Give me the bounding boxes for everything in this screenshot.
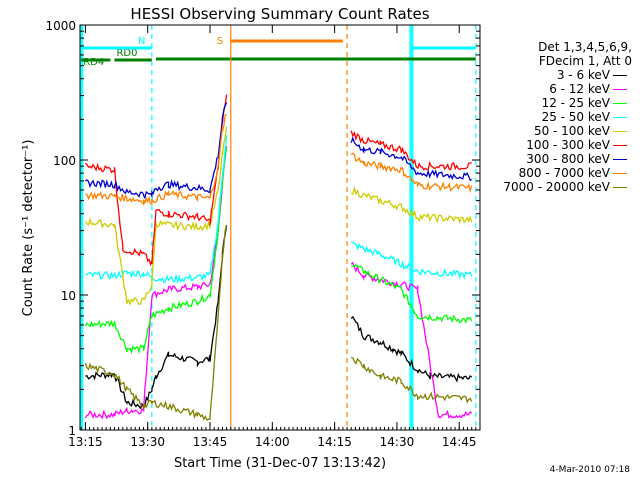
legend-item: 12 - 25 keV (480, 96, 630, 110)
event-marker-label: N (138, 36, 145, 47)
legend-item-label: 300 - 800 keV (526, 152, 610, 166)
y-tick-label: 100 (53, 154, 76, 168)
legend-item-swatch (613, 117, 627, 118)
legend-item: 300 - 800 keV (480, 152, 630, 166)
legend-item-label: 100 - 300 keV (526, 138, 610, 152)
series-line (350, 152, 473, 194)
series-line (84, 126, 228, 306)
legend-item-swatch (613, 89, 627, 90)
y-tick-label: 10 (61, 289, 76, 303)
series-line (351, 241, 473, 281)
series-line (85, 113, 227, 206)
x-tick-label: 13:45 (193, 435, 228, 449)
series-line (84, 147, 228, 355)
series-line (84, 224, 228, 421)
series-line (85, 102, 228, 200)
x-axis-label: Start Time (31-Dec-07 13:13:42) (174, 456, 386, 471)
series-line (85, 224, 228, 410)
series-line (84, 146, 228, 420)
legend-item-swatch (613, 173, 627, 174)
legend-item: 50 - 100 keV (480, 124, 630, 138)
legend-item: 800 - 7000 keV (480, 166, 630, 180)
y-tick-label: 1000 (45, 19, 76, 33)
y-axis-label: Count Rate (s⁻¹ detector⁻¹) (21, 140, 36, 317)
legend-item: 100 - 300 keV (480, 138, 630, 152)
x-tick-label: 13:30 (130, 435, 165, 449)
legend-item-swatch (613, 159, 627, 160)
series-line (350, 263, 473, 324)
flag-bar-label: RD4 (83, 57, 104, 68)
series-line (85, 135, 228, 285)
x-tick-label: 14:15 (317, 435, 352, 449)
legend-header-line-1: Det 1,3,4,5,6,9, (538, 40, 632, 54)
flag-bar-label: RD0 (116, 48, 137, 59)
y-tick-label: 1 (68, 424, 76, 438)
series-line (350, 130, 472, 171)
legend-item-label: 7000 - 20000 keV (503, 180, 610, 194)
series-line (350, 185, 473, 225)
chart-title: HESSI Observing Summary Count Rates (130, 5, 429, 23)
legend-item-label: 12 - 25 keV (541, 96, 610, 110)
event-marker-label: S (217, 36, 223, 47)
legend-header-line-2: FDecim 1, Att 0 (538, 54, 632, 68)
legend-item-label: 800 - 7000 keV (518, 166, 610, 180)
series-line (351, 357, 473, 404)
legend-item-swatch (613, 75, 627, 76)
series-line (84, 94, 228, 267)
legend-item-swatch (613, 131, 627, 132)
legend-item-swatch (613, 103, 627, 104)
x-tick-label: 14:45 (442, 435, 477, 449)
shaded-interval (409, 25, 414, 430)
legend-item-label: 50 - 100 keV (533, 124, 610, 138)
x-tick-label: 14:30 (380, 435, 415, 449)
legend-item: 3 - 6 keV (480, 68, 630, 82)
legend-item: 6 - 12 keV (480, 82, 630, 96)
legend-item-label: 3 - 6 keV (556, 68, 610, 82)
x-tick-label: 14:00 (255, 435, 290, 449)
legend-item-label: 25 - 50 keV (541, 110, 610, 124)
legend-item-label: 6 - 12 keV (549, 82, 610, 96)
plot-frame (79, 24, 481, 431)
series-line (350, 136, 473, 182)
shaded-interval (80, 25, 84, 430)
legend-item-swatch (613, 145, 627, 146)
legend-item-swatch (613, 187, 627, 188)
series-line (350, 261, 473, 420)
legend-item: 25 - 50 keV (480, 110, 630, 124)
x-tick-label: 13:15 (68, 435, 103, 449)
legend-item: 7000 - 20000 keV (480, 180, 630, 194)
series-line (350, 315, 473, 383)
footer-timestamp: 4-Mar-2010 07:18 (549, 465, 630, 475)
